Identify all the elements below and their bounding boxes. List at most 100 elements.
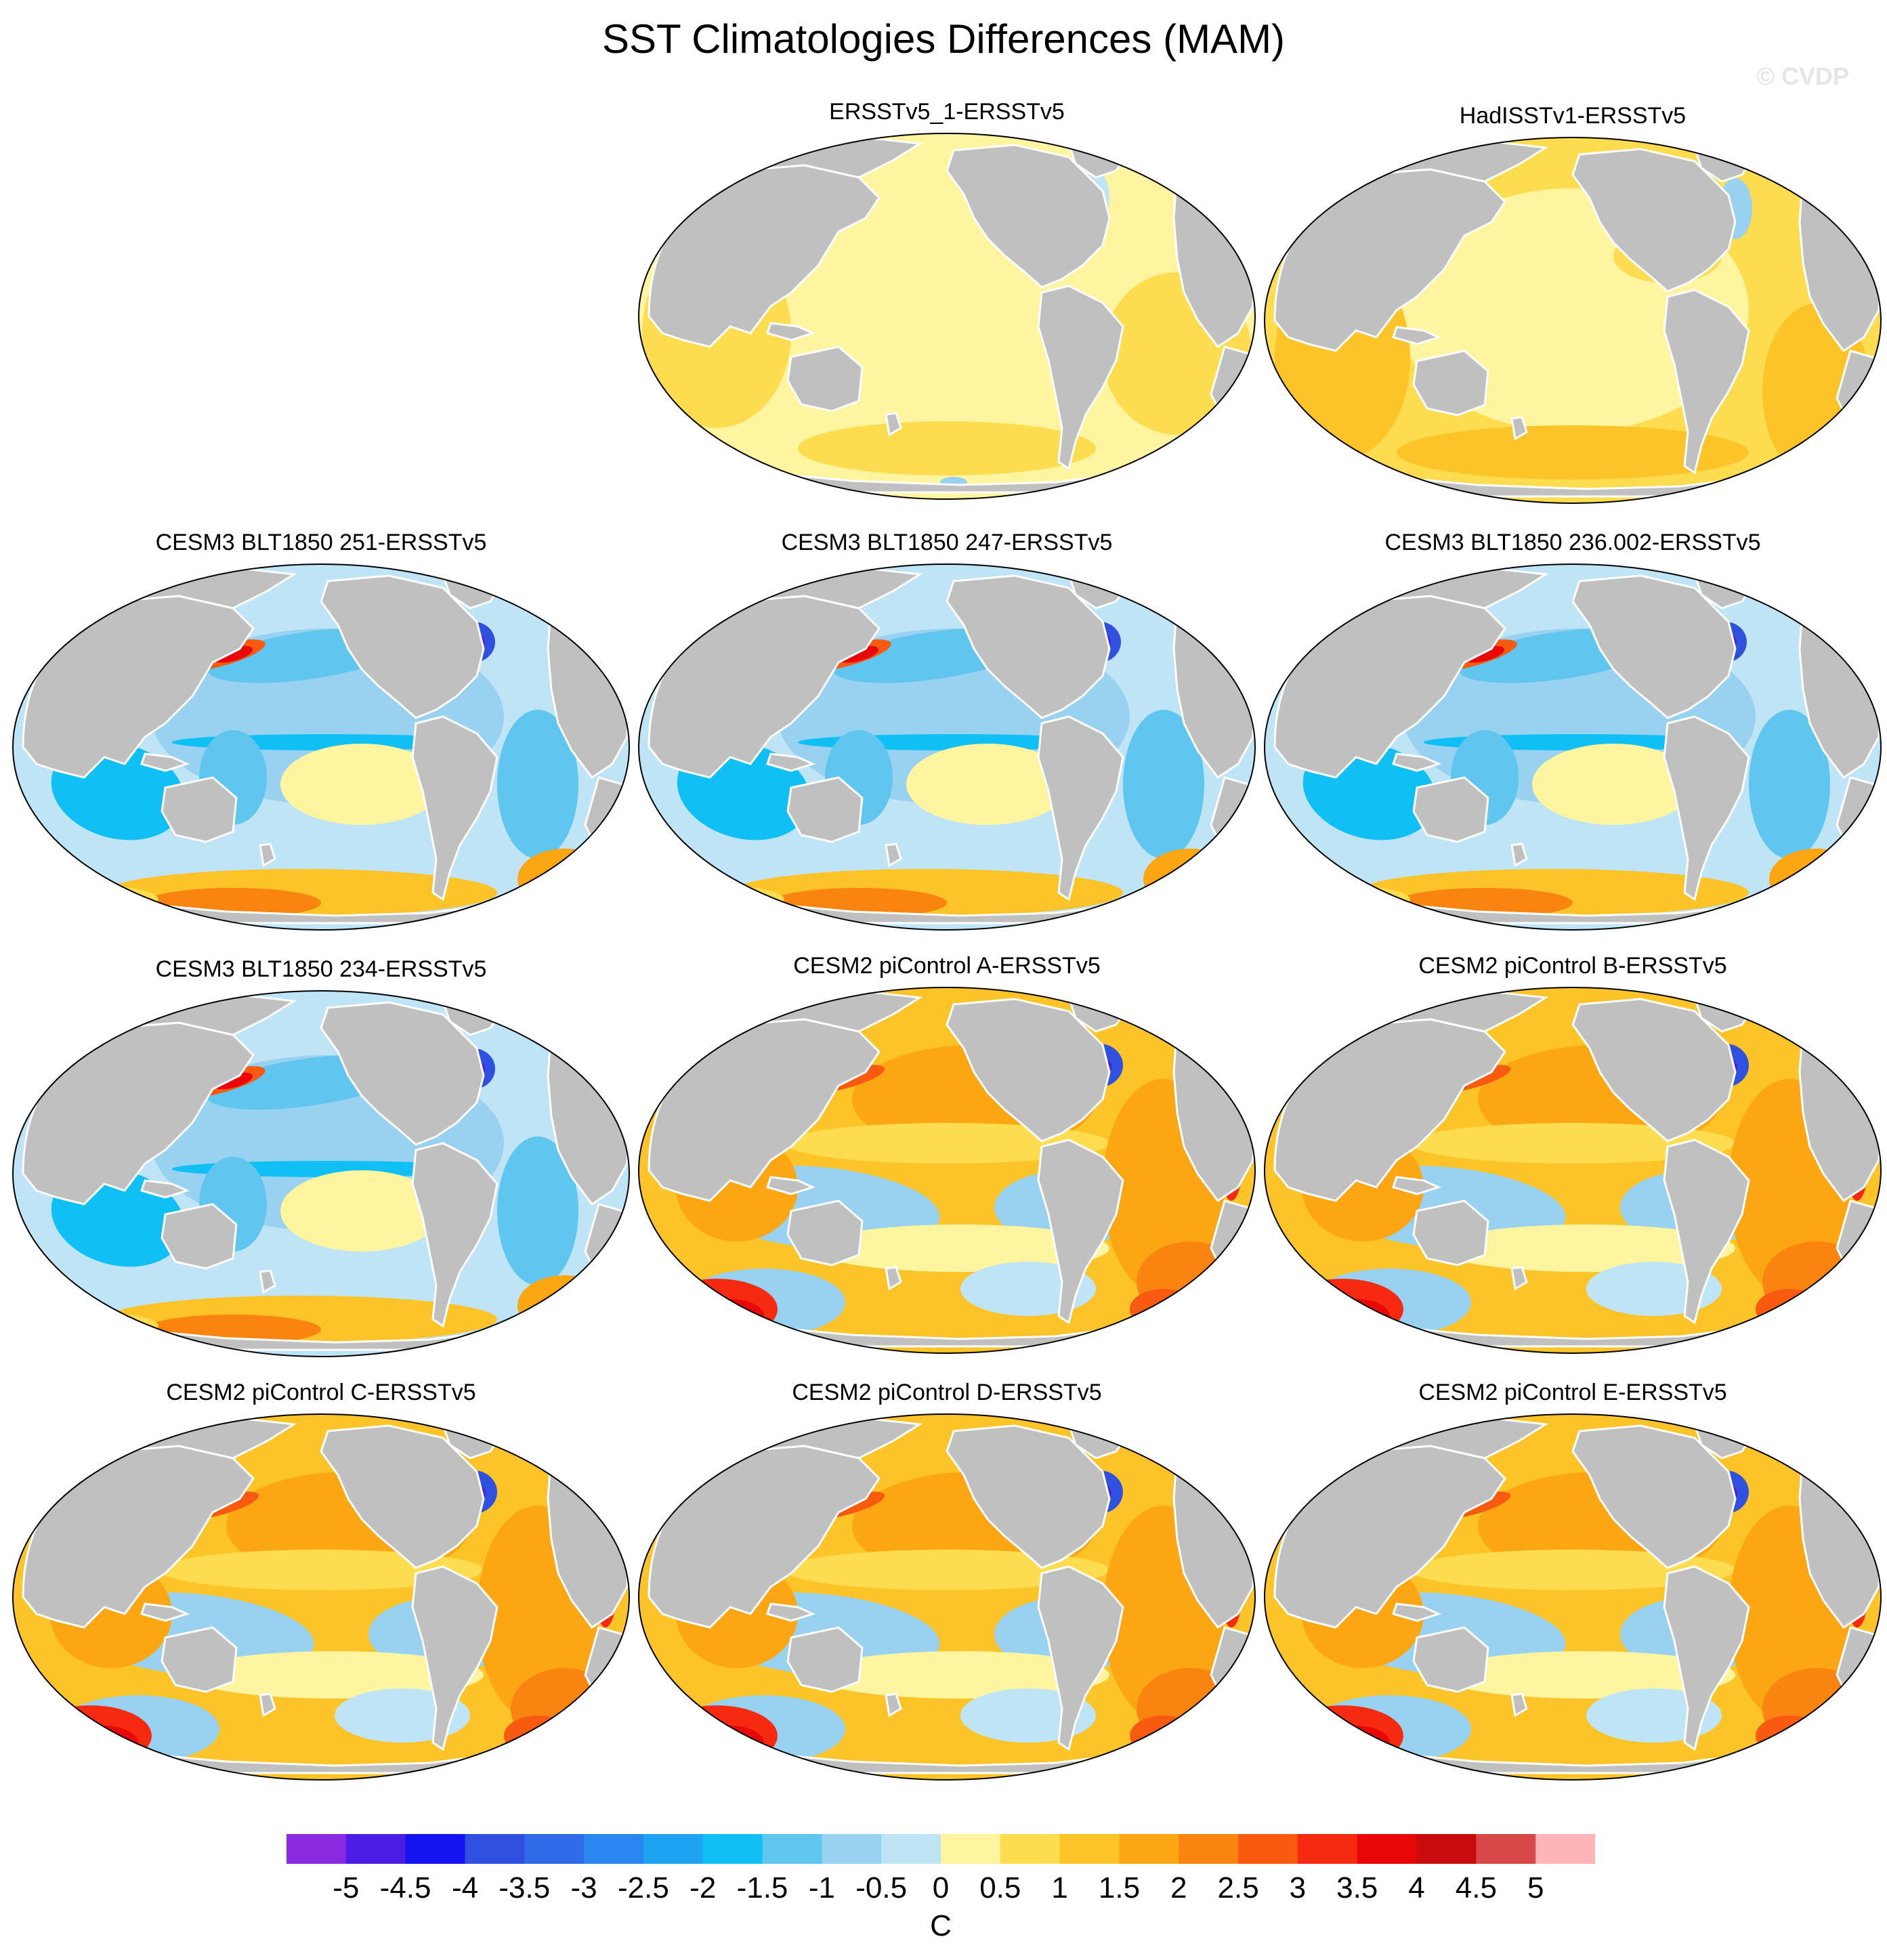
map-border <box>1264 563 1882 931</box>
map-panel-p1: ERSSTv5_1-ERSSTv5 <box>635 98 1258 504</box>
map-border <box>1264 987 1882 1354</box>
panel-title: CESM2 piControl E-ERSSTv5 <box>1418 1380 1727 1405</box>
colorbar-swatch <box>702 1834 763 1864</box>
sst-anomaly-region <box>1322 1299 1390 1333</box>
sst-anomaly-region <box>811 1224 1109 1272</box>
sst-anomaly-region <box>1397 425 1749 480</box>
land-mass <box>1037 1138 1124 1325</box>
colorbar-tick-label: -2.5 <box>617 1871 669 1904</box>
colorbar-swatch <box>465 1834 525 1864</box>
land-mass <box>140 752 190 772</box>
sst-anomaly-region <box>1130 1716 1197 1756</box>
land-mass <box>320 574 485 719</box>
land-mass <box>1571 998 1737 1143</box>
sst-anomaly-region <box>1756 1289 1823 1329</box>
colorbar-swatch <box>405 1834 466 1864</box>
sst-anomaly-region <box>280 744 443 825</box>
land-mass <box>1510 416 1528 441</box>
sst-anomaly-region <box>517 1275 612 1336</box>
colorbar-tick-labels: -5 -4.5 -4 -3.5 -3 -2.5 -2 -1.5 -1 -0.5 0 0.5 1 1.5 2 2… <box>287 1871 1595 1909</box>
sst-anomaly-region <box>1410 1123 1735 1164</box>
figure-title: SST Climatologies Differences (MAM) <box>601 16 1286 62</box>
sst-anomaly-region <box>1437 1651 1735 1699</box>
land-mass <box>411 1565 499 1751</box>
land-mass <box>140 1179 190 1199</box>
colorbar-tick-label: 0.5 <box>979 1871 1021 1904</box>
land-mass <box>1037 1565 1124 1751</box>
land-mass <box>1412 349 1489 417</box>
map-p3 <box>12 563 630 931</box>
sst-anomaly-region <box>1756 1716 1823 1756</box>
land-mass <box>786 345 864 412</box>
colorbar-tick-label: 4.5 <box>1455 1871 1497 1904</box>
land-mass <box>1412 1199 1489 1266</box>
sst-anomaly-region <box>1410 1550 1735 1590</box>
map-border <box>1264 1413 1882 1781</box>
sst-anomaly-region <box>1130 1289 1197 1329</box>
map-panel-p7: CESM2 piControl A-ERSSTv5 <box>635 952 1258 1358</box>
land-mass <box>885 1692 902 1718</box>
sst-anomaly-region <box>1143 849 1238 910</box>
land-mass <box>1510 1266 1528 1291</box>
map-panel-p5: CESM3 BLT1850 236.002-ERSSTv5 <box>1261 528 1884 935</box>
map-content <box>1265 987 1881 1353</box>
panel-title: CESM3 BLT1850 234-ERSSTv5 <box>155 956 487 982</box>
land-mass <box>786 776 864 843</box>
map-p5 <box>1264 563 1882 931</box>
colorbar-tick-label: 1.5 <box>1098 1871 1141 1904</box>
colorbar-tick-label: 0 <box>932 1871 950 1904</box>
land-mass <box>766 322 816 341</box>
land-mass <box>411 1142 499 1328</box>
map-panel-p3: CESM3 BLT1850 251-ERSSTv5 <box>9 528 633 935</box>
map-panel-p9: CESM2 piControl C-ERSSTv5 <box>9 1378 633 1785</box>
land-mass <box>786 1626 864 1693</box>
watermark: © CVDP <box>1756 62 1849 90</box>
map-content <box>639 133 1255 499</box>
map-p1 <box>638 133 1256 500</box>
land-mass <box>885 412 902 437</box>
sst-anomaly-region <box>784 1550 1109 1590</box>
land-mass <box>1037 284 1124 471</box>
colorbar-swatch <box>762 1834 822 1864</box>
map-border <box>12 990 630 1357</box>
sst-anomaly-region <box>662 886 784 913</box>
map-p6 <box>12 990 630 1357</box>
map-content <box>639 987 1255 1353</box>
sst-anomaly-region <box>213 1072 253 1090</box>
colorbar-tick-label: -2 <box>690 1871 717 1904</box>
colorbar-swatch <box>1119 1834 1179 1864</box>
colorbar-swatch <box>584 1834 644 1864</box>
sst-anomaly-region <box>811 1651 1109 1699</box>
colorbar-tick-label: 2 <box>1170 1871 1187 1904</box>
land-mass <box>946 144 1111 289</box>
land-mass <box>259 843 276 868</box>
sst-anomaly-region <box>784 1123 1109 1164</box>
land-mass <box>1571 1424 1737 1569</box>
colorbar-swatch <box>1357 1834 1418 1864</box>
map-p7 <box>638 987 1256 1354</box>
sst-anomaly-region <box>70 1726 138 1760</box>
map-panel-p11: CESM2 piControl E-ERSSTv5 <box>1261 1378 1884 1785</box>
colorbar-tick-label: 2.5 <box>1217 1871 1259 1904</box>
land-mass <box>1510 1692 1528 1718</box>
sst-anomaly-region <box>1769 849 1864 910</box>
panel-title: CESM3 BLT1850 251-ERSSTv5 <box>155 530 487 555</box>
map-p4 <box>638 563 1256 931</box>
colorbar-tick-label: -3.5 <box>499 1871 551 1904</box>
land-mass <box>1392 752 1442 772</box>
colorbar-swatch <box>1179 1834 1239 1864</box>
land-mass <box>766 1602 816 1622</box>
colorbar-tick-label: 1 <box>1051 1871 1068 1904</box>
colorbar-swatch <box>1535 1834 1595 1864</box>
map-p10 <box>638 1413 1256 1781</box>
land-mass <box>1037 715 1124 901</box>
colorbar-swatch <box>822 1834 882 1864</box>
map-border <box>1264 137 1882 504</box>
panel-title: CESM2 piControl A-ERSSTv5 <box>793 953 1101 979</box>
map-content <box>639 1414 1255 1780</box>
sst-anomaly-region <box>1322 1726 1390 1760</box>
sst-anomaly-region <box>696 1299 764 1333</box>
colorbar-tick-label: -5 <box>333 1871 360 1904</box>
sst-anomaly-region <box>1437 1224 1735 1272</box>
land-mass <box>1663 715 1750 901</box>
